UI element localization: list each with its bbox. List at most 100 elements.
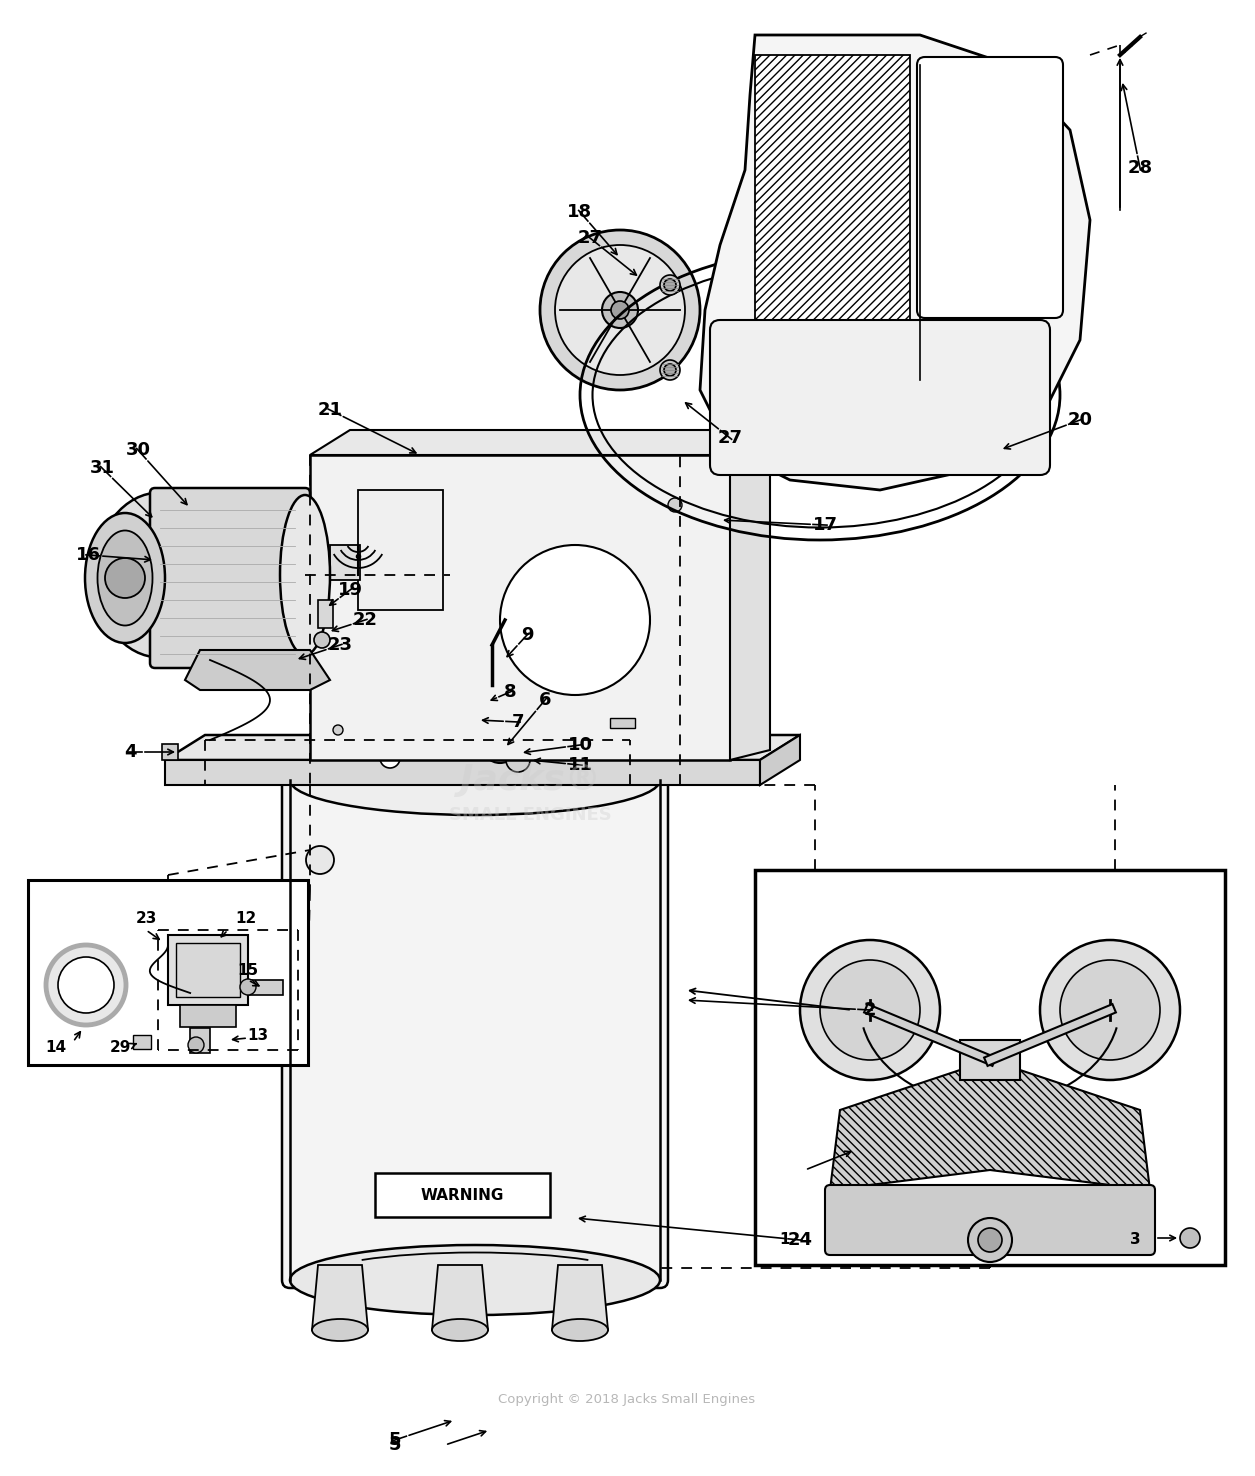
Bar (168, 934, 248, 1005)
Circle shape (499, 545, 650, 695)
Text: 23: 23 (136, 911, 157, 925)
Circle shape (602, 292, 638, 328)
Text: 14: 14 (45, 1041, 67, 1055)
Ellipse shape (290, 1244, 660, 1315)
Circle shape (240, 979, 256, 995)
Text: 22: 22 (353, 611, 378, 629)
Text: 15: 15 (237, 962, 259, 977)
Circle shape (540, 230, 700, 390)
Bar (960, 1041, 1020, 1080)
Polygon shape (830, 1060, 1150, 1190)
Polygon shape (476, 694, 499, 706)
FancyBboxPatch shape (825, 1185, 1155, 1255)
Bar (28, 880, 307, 1066)
Circle shape (380, 748, 400, 768)
Text: 30: 30 (126, 441, 151, 459)
FancyBboxPatch shape (710, 320, 1050, 475)
Text: WARNING: WARNING (420, 1188, 503, 1203)
Text: 27: 27 (577, 229, 602, 246)
Text: 3: 3 (1130, 1232, 1141, 1247)
Circle shape (668, 497, 681, 512)
Circle shape (188, 1038, 205, 1052)
Circle shape (58, 956, 114, 1013)
Bar (176, 943, 240, 996)
Text: 10: 10 (567, 737, 592, 754)
Text: 13: 13 (247, 1027, 269, 1042)
Text: 18: 18 (567, 204, 592, 221)
Text: 8: 8 (503, 683, 516, 701)
Bar (318, 601, 333, 627)
Ellipse shape (552, 1320, 607, 1342)
Text: SMALL ENGINES: SMALL ENGINES (448, 806, 611, 824)
Text: 27: 27 (718, 430, 743, 447)
Text: 17: 17 (812, 517, 837, 534)
Text: 5: 5 (389, 1436, 402, 1454)
Polygon shape (432, 1265, 488, 1330)
Text: 20: 20 (1068, 410, 1093, 430)
Bar (162, 744, 178, 760)
Text: 9: 9 (521, 626, 533, 644)
Text: 24: 24 (787, 1231, 812, 1249)
Bar (330, 545, 360, 580)
Ellipse shape (432, 1320, 488, 1342)
Bar (179, 1005, 236, 1027)
Bar (756, 869, 1225, 1265)
Circle shape (333, 725, 343, 735)
FancyBboxPatch shape (917, 58, 1063, 317)
Ellipse shape (280, 494, 330, 655)
Text: 6: 6 (538, 691, 551, 708)
Text: 2: 2 (863, 1001, 876, 1018)
Polygon shape (184, 649, 330, 689)
Polygon shape (164, 735, 799, 760)
Circle shape (978, 1228, 1001, 1252)
Bar (358, 490, 443, 610)
Ellipse shape (85, 514, 164, 644)
Circle shape (489, 735, 510, 756)
Text: 11: 11 (567, 756, 592, 773)
Ellipse shape (290, 745, 660, 815)
Circle shape (314, 632, 330, 648)
Circle shape (105, 558, 146, 598)
Text: 29: 29 (109, 1041, 131, 1055)
Circle shape (555, 245, 685, 375)
Circle shape (506, 748, 530, 772)
Text: Jacks®: Jacks® (459, 763, 600, 797)
Circle shape (799, 940, 940, 1080)
Ellipse shape (95, 493, 225, 657)
Text: 1: 1 (779, 1232, 791, 1247)
Circle shape (482, 728, 518, 763)
Text: 7: 7 (512, 713, 525, 731)
Polygon shape (700, 35, 1091, 490)
FancyBboxPatch shape (282, 772, 668, 1289)
Text: Copyright © 2018 Jacks Small Engines: Copyright © 2018 Jacks Small Engines (498, 1393, 756, 1407)
Text: 12: 12 (236, 911, 256, 925)
Polygon shape (164, 760, 761, 785)
Text: 5: 5 (389, 1432, 402, 1449)
Polygon shape (730, 430, 771, 760)
Circle shape (611, 301, 629, 319)
Circle shape (664, 279, 676, 291)
Polygon shape (552, 1265, 607, 1330)
Text: 16: 16 (75, 546, 100, 564)
Polygon shape (310, 455, 730, 760)
Polygon shape (310, 430, 771, 455)
Bar (133, 1035, 151, 1049)
Text: 19: 19 (338, 582, 363, 599)
Circle shape (660, 275, 680, 295)
Bar (756, 55, 910, 356)
FancyBboxPatch shape (151, 489, 310, 669)
Text: 21: 21 (318, 401, 343, 419)
Polygon shape (761, 735, 799, 785)
Circle shape (306, 846, 334, 874)
Ellipse shape (312, 1320, 368, 1342)
Ellipse shape (98, 530, 153, 626)
Circle shape (468, 710, 484, 726)
Bar (375, 1173, 550, 1218)
Bar (610, 717, 635, 728)
Text: 28: 28 (1127, 159, 1152, 177)
Text: 23: 23 (328, 636, 353, 654)
Text: 4: 4 (124, 742, 137, 762)
Circle shape (1040, 940, 1180, 1080)
Bar (248, 980, 282, 995)
Text: 31: 31 (89, 459, 114, 477)
